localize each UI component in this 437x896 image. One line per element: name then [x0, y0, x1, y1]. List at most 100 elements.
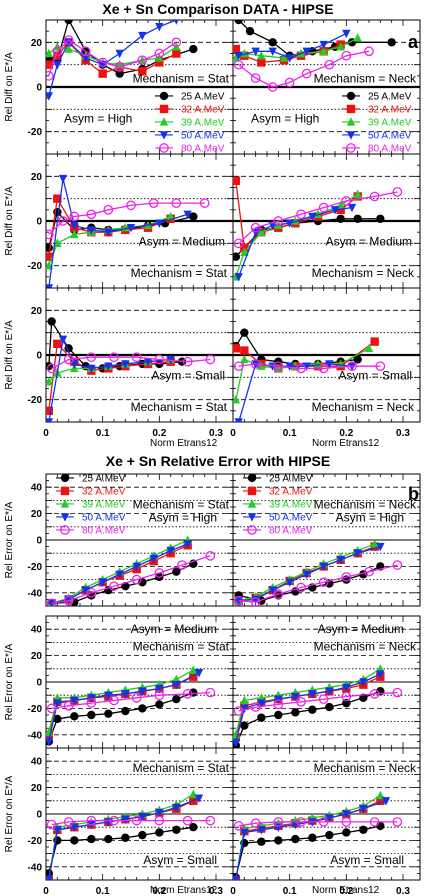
data-point — [98, 578, 107, 587]
data-point — [155, 684, 164, 694]
legend-marker — [60, 473, 70, 483]
data-point — [183, 540, 192, 549]
data-point — [268, 38, 277, 47]
data-point — [273, 817, 284, 827]
data-point — [291, 708, 300, 717]
data-point — [240, 247, 249, 256]
data-point — [189, 665, 198, 674]
subplot: Asym = Small Mechanism = Neck 0 0.1 0.2 0.3 — [230, 287, 421, 439]
y-axis-label: Rel Error on E*/A — [4, 501, 15, 578]
asym-label: Asym = Medium — [326, 235, 412, 249]
data-point — [46, 418, 54, 422]
data-point — [109, 815, 119, 826]
data-point — [392, 817, 403, 827]
data-point — [194, 794, 204, 803]
series-line — [235, 825, 381, 878]
x-tick-label: 0.1 — [96, 428, 110, 439]
y-tick-label: 20 — [31, 651, 43, 662]
data-point — [46, 48, 54, 58]
subplot: Asym = Medium Mechanism = Stat 20 0 -20 Rel D… — [4, 153, 234, 289]
data-point — [233, 44, 241, 54]
data-point — [302, 47, 311, 56]
legend-marker — [159, 143, 169, 153]
data-point — [330, 206, 340, 215]
data-point — [137, 55, 148, 66]
data-point — [189, 823, 198, 832]
series-line — [48, 826, 194, 874]
data-point — [81, 586, 90, 595]
series-group — [46, 665, 216, 747]
data-point — [359, 825, 368, 835]
data-point — [46, 737, 54, 747]
data-point — [149, 554, 158, 564]
data-point — [233, 730, 241, 739]
legend-marker — [247, 513, 257, 522]
mechanism-label: Mechanism = Neck — [314, 497, 417, 511]
data-point — [319, 562, 328, 572]
data-point — [285, 578, 294, 587]
data-point — [250, 73, 261, 83]
data-point — [240, 328, 249, 337]
y-tick-label: 20 — [31, 783, 43, 794]
data-point — [233, 176, 241, 185]
y-axis-label: Rel Error on E*/A — [4, 643, 15, 720]
data-point — [205, 550, 216, 561]
data-point — [240, 704, 249, 714]
data-point — [121, 706, 130, 716]
data-point — [46, 284, 54, 288]
data-point — [155, 828, 164, 837]
data-point — [324, 59, 335, 70]
data-point — [64, 595, 73, 605]
data-point — [46, 60, 54, 69]
data-point — [189, 212, 198, 221]
data-point — [182, 815, 193, 826]
data-point — [376, 796, 385, 805]
asym-label: Asym = Small — [151, 369, 225, 383]
series-line — [238, 363, 381, 370]
series-line — [235, 668, 381, 735]
data-point — [267, 82, 278, 92]
data-point — [189, 44, 198, 54]
data-point — [172, 49, 181, 58]
data-point — [46, 406, 54, 416]
legend-marker — [60, 486, 70, 496]
data-point — [86, 352, 97, 363]
data-point — [46, 252, 54, 261]
series-line — [48, 39, 177, 77]
data-point — [318, 577, 329, 588]
data-point — [53, 826, 62, 835]
mechanism-label: Mechanism = Neck — [312, 400, 415, 414]
data-point — [273, 699, 284, 710]
data-point — [296, 696, 306, 707]
data-point — [325, 702, 334, 712]
legend-marker — [159, 104, 169, 114]
mechanism-label: Mechanism = Neck — [314, 761, 417, 775]
data-point — [131, 574, 142, 585]
data-point — [302, 362, 311, 371]
data-point — [114, 62, 125, 72]
data-point — [234, 20, 243, 25]
data-point — [341, 817, 352, 827]
data-point — [155, 219, 164, 228]
y-tick-label: 0 — [36, 217, 42, 228]
subplot: Mechanism = Stat Asym = Small 40 20 0 -20 -40 R… — [4, 747, 234, 896]
legend-label: 50 A.MeV — [368, 130, 412, 141]
data-point — [240, 346, 249, 355]
legend-marker — [346, 91, 356, 101]
data-point — [341, 691, 352, 702]
data-point — [155, 808, 164, 818]
data-point — [257, 713, 266, 722]
legend: 25 A.MeV 32 A.MeV 39 A.MeV 50 A.MeV 80 A.MeV — [155, 91, 225, 154]
data-point — [154, 690, 165, 701]
series-line — [48, 691, 194, 742]
data-point — [189, 688, 198, 697]
data-point — [381, 797, 391, 806]
data-point — [86, 209, 97, 220]
y-tick-label: -20 — [28, 836, 43, 847]
data-point — [173, 20, 179, 25]
data-point — [154, 354, 165, 365]
data-point — [359, 805, 368, 814]
data-point — [233, 344, 241, 353]
